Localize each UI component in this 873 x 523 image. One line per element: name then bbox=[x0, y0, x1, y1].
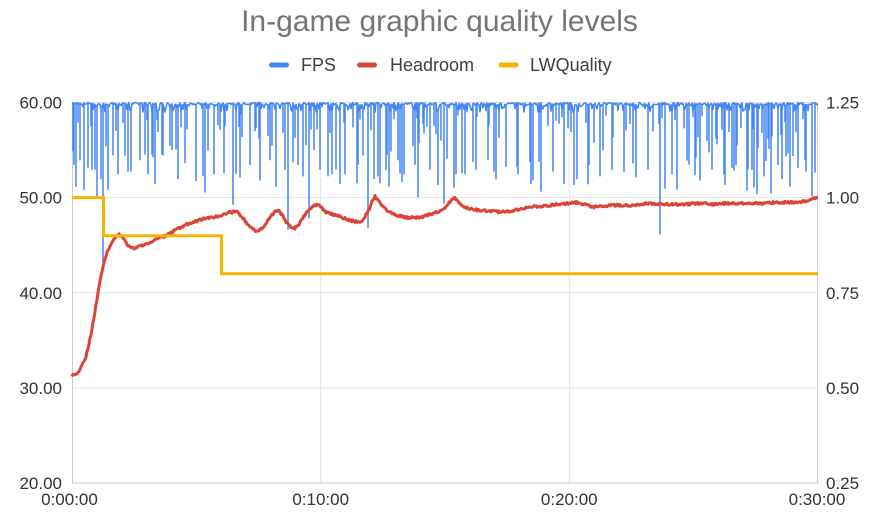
svg-text:0.75: 0.75 bbox=[826, 284, 859, 303]
svg-text:In-game graphic quality levels: In-game graphic quality levels bbox=[241, 5, 638, 38]
svg-text:0.50: 0.50 bbox=[826, 379, 859, 398]
svg-text:0:20:00: 0:20:00 bbox=[541, 490, 598, 509]
svg-text:0:00:00: 0:00:00 bbox=[41, 490, 98, 509]
svg-text:50.00: 50.00 bbox=[19, 189, 62, 208]
svg-text:LWQuality: LWQuality bbox=[530, 55, 612, 75]
svg-text:40.00: 40.00 bbox=[19, 284, 62, 303]
svg-text:30.00: 30.00 bbox=[19, 379, 62, 398]
svg-text:1.25: 1.25 bbox=[826, 94, 859, 113]
svg-text:60.00: 60.00 bbox=[19, 94, 62, 113]
svg-text:FPS: FPS bbox=[301, 55, 336, 75]
svg-text:0:10:00: 0:10:00 bbox=[292, 490, 349, 509]
svg-text:0:30:00: 0:30:00 bbox=[789, 490, 846, 509]
svg-text:1.00: 1.00 bbox=[826, 189, 859, 208]
svg-text:0.25: 0.25 bbox=[826, 474, 859, 493]
svg-text:Headroom: Headroom bbox=[390, 55, 474, 75]
svg-text:20.00: 20.00 bbox=[19, 474, 62, 493]
